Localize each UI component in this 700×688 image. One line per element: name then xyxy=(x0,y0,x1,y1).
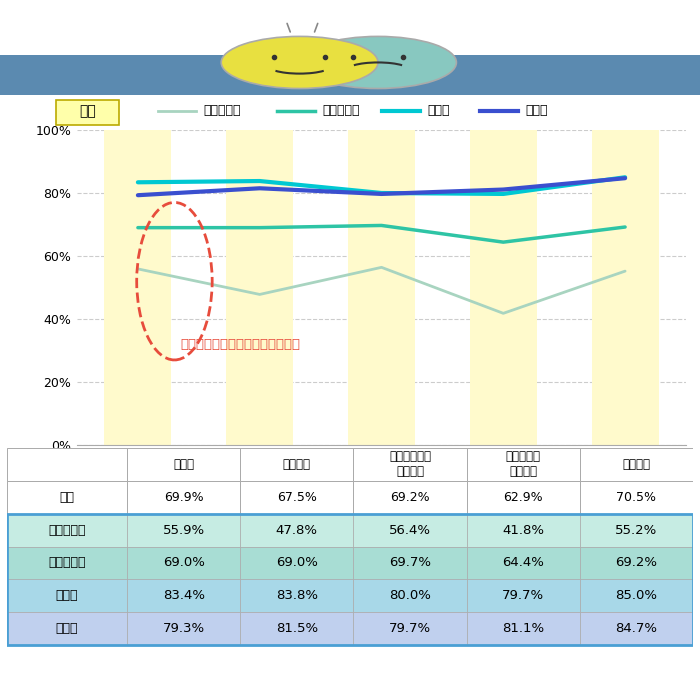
Text: 64.4%: 64.4% xyxy=(503,557,544,570)
FancyBboxPatch shape xyxy=(467,481,580,514)
FancyBboxPatch shape xyxy=(127,612,240,645)
FancyBboxPatch shape xyxy=(7,514,127,546)
FancyBboxPatch shape xyxy=(56,100,119,125)
Text: 84.7%: 84.7% xyxy=(615,622,657,635)
Bar xyxy=(348,130,415,445)
Text: 展望層: 展望層 xyxy=(427,105,449,117)
Text: 83.8%: 83.8% xyxy=(276,590,318,603)
Bar xyxy=(226,130,293,445)
FancyBboxPatch shape xyxy=(354,546,467,579)
FancyBboxPatch shape xyxy=(240,612,354,645)
FancyBboxPatch shape xyxy=(127,514,240,546)
FancyBboxPatch shape xyxy=(467,448,580,481)
FancyBboxPatch shape xyxy=(467,612,580,645)
Text: 仕事内容: 仕事内容 xyxy=(283,458,311,471)
FancyBboxPatch shape xyxy=(580,514,693,546)
Bar xyxy=(470,130,537,445)
FancyBboxPatch shape xyxy=(7,546,127,579)
Text: 81.1%: 81.1% xyxy=(502,622,545,635)
Text: 将来不安層: 将来不安層 xyxy=(48,557,86,570)
Text: 47.8%: 47.8% xyxy=(276,524,318,537)
FancyBboxPatch shape xyxy=(240,514,354,546)
Text: これまでの
キャリア: これまでの キャリア xyxy=(505,451,540,478)
FancyBboxPatch shape xyxy=(354,612,467,645)
Text: 自信なし層: 自信なし層 xyxy=(203,105,241,117)
Circle shape xyxy=(221,36,378,89)
FancyBboxPatch shape xyxy=(240,546,354,579)
FancyBboxPatch shape xyxy=(127,546,240,579)
Text: 55.9%: 55.9% xyxy=(162,524,204,537)
FancyBboxPatch shape xyxy=(467,514,580,546)
Text: 自信なし層が平均を大きく下回る: 自信なし層が平均を大きく下回る xyxy=(181,338,300,351)
FancyBboxPatch shape xyxy=(0,55,700,95)
Text: 56.4%: 56.4% xyxy=(389,524,431,537)
FancyBboxPatch shape xyxy=(127,579,240,612)
Text: ワークライフ
バランス: ワークライフ バランス xyxy=(389,451,431,478)
Text: 79.3%: 79.3% xyxy=(162,622,204,635)
FancyBboxPatch shape xyxy=(240,448,354,481)
Text: 行動層: 行動層 xyxy=(56,622,78,635)
Text: 満足度: 満足度 xyxy=(331,65,369,85)
FancyBboxPatch shape xyxy=(467,579,580,612)
Text: 55.2%: 55.2% xyxy=(615,524,657,537)
Text: 79.7%: 79.7% xyxy=(389,622,431,635)
Text: 将来不安層: 将来不安層 xyxy=(322,105,360,117)
FancyBboxPatch shape xyxy=(127,481,240,514)
Text: 80.0%: 80.0% xyxy=(389,590,431,603)
FancyBboxPatch shape xyxy=(7,448,127,481)
FancyBboxPatch shape xyxy=(580,579,693,612)
FancyBboxPatch shape xyxy=(7,481,127,514)
FancyBboxPatch shape xyxy=(240,481,354,514)
Circle shape xyxy=(300,36,456,89)
Bar xyxy=(104,130,172,445)
Text: 行動層: 行動層 xyxy=(525,105,547,117)
FancyBboxPatch shape xyxy=(7,579,127,612)
Text: 生活全般: 生活全般 xyxy=(622,458,650,471)
Text: 展望層: 展望層 xyxy=(56,590,78,603)
Text: 83.4%: 83.4% xyxy=(162,590,204,603)
Text: 62.9%: 62.9% xyxy=(503,491,543,504)
Text: 69.0%: 69.0% xyxy=(276,557,318,570)
FancyBboxPatch shape xyxy=(127,448,240,481)
FancyBboxPatch shape xyxy=(354,579,467,612)
Text: 70.5%: 70.5% xyxy=(617,491,657,504)
Text: 69.2%: 69.2% xyxy=(390,491,430,504)
FancyBboxPatch shape xyxy=(354,514,467,546)
FancyBboxPatch shape xyxy=(354,448,467,481)
Text: 平均: 平均 xyxy=(60,491,74,504)
Text: 69.2%: 69.2% xyxy=(615,557,657,570)
Text: 69.7%: 69.7% xyxy=(389,557,431,570)
Text: 69.0%: 69.0% xyxy=(162,557,204,570)
FancyBboxPatch shape xyxy=(7,612,127,645)
Text: 69.9%: 69.9% xyxy=(164,491,204,504)
FancyBboxPatch shape xyxy=(240,579,354,612)
Text: 81.5%: 81.5% xyxy=(276,622,318,635)
FancyBboxPatch shape xyxy=(580,612,693,645)
Text: 67.5%: 67.5% xyxy=(277,491,317,504)
FancyBboxPatch shape xyxy=(580,481,693,514)
FancyBboxPatch shape xyxy=(467,546,580,579)
Text: 自信なし層: 自信なし層 xyxy=(48,524,86,537)
FancyBboxPatch shape xyxy=(580,448,693,481)
Text: 79.7%: 79.7% xyxy=(502,590,545,603)
Text: 平均: 平均 xyxy=(79,104,96,118)
FancyBboxPatch shape xyxy=(580,546,693,579)
Text: 勤め先: 勤め先 xyxy=(173,458,194,471)
FancyBboxPatch shape xyxy=(354,481,467,514)
Text: 41.8%: 41.8% xyxy=(502,524,544,537)
Bar xyxy=(592,130,659,445)
Text: 85.0%: 85.0% xyxy=(615,590,657,603)
